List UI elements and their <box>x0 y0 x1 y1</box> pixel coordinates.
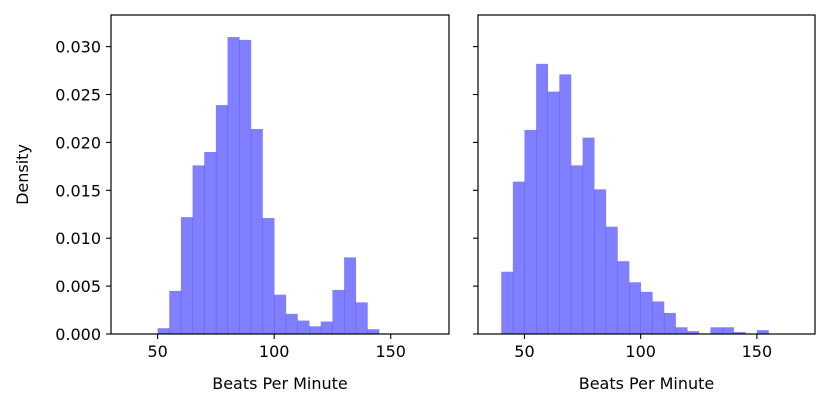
x-tick-label: 100 <box>625 342 656 361</box>
histogram-bar <box>274 294 287 334</box>
y-tick-label: 0.020 <box>55 133 101 152</box>
histogram-bar <box>570 165 583 334</box>
histogram-bar <box>524 129 537 334</box>
histogram-bar <box>180 217 193 334</box>
histogram-bar <box>722 327 734 334</box>
axes-frame <box>477 14 816 335</box>
histogram-bar <box>559 74 572 334</box>
histogram-bar <box>501 271 514 334</box>
histogram-bar <box>250 128 263 334</box>
histogram-bar <box>227 37 240 335</box>
y-tick-label: 0.000 <box>55 325 101 344</box>
y-tick-label: 0.030 <box>55 38 101 57</box>
histogram-bar <box>547 91 560 335</box>
right-histogram-panel: 50 100 150 Beats Per Minute <box>473 14 816 393</box>
histogram-bar <box>675 327 688 334</box>
histogram-bar <box>663 312 676 334</box>
histogram-bar <box>192 165 205 334</box>
histogram-bar <box>262 218 275 334</box>
x-tick-label: 150 <box>742 342 773 361</box>
histogram-bar <box>605 226 618 334</box>
histogram-bar <box>756 330 769 334</box>
histogram-bar <box>733 332 746 334</box>
y-tick-label: 0.010 <box>55 229 101 248</box>
histogram-bar <box>652 301 665 334</box>
x-tick-label: 150 <box>375 342 406 361</box>
histogram-bar <box>320 321 333 334</box>
histogram-bar <box>239 39 252 334</box>
histogram-bar <box>582 137 595 334</box>
x-axis-label: Beats Per Minute <box>212 374 348 393</box>
histogram-bar <box>344 257 357 334</box>
histogram-bar <box>710 327 723 334</box>
x-tick-label: 100 <box>259 342 290 361</box>
histogram-bar <box>512 181 525 334</box>
x-tick-label: 50 <box>514 342 534 361</box>
histogram-bar <box>594 189 607 334</box>
histogram-bar <box>355 302 368 334</box>
y-axis-label: Density <box>13 144 32 205</box>
histogram-bar <box>169 290 182 334</box>
histogram-bar <box>687 331 700 334</box>
y-tick-label: 0.015 <box>55 181 101 200</box>
y-tick-label: 0.025 <box>55 86 101 105</box>
histogram-bar <box>204 151 217 334</box>
histogram-bar <box>332 289 345 334</box>
x-axis-label: Beats Per Minute <box>579 374 715 393</box>
histogram-bar <box>297 320 310 334</box>
histogram-bar <box>617 261 630 334</box>
left-histogram-panel: 50 100 150 0.000 0.005 0.010 0.015 0.020 0.025 0.… <box>13 14 450 393</box>
histogram-bar <box>215 105 228 334</box>
histogram-bar <box>640 291 653 334</box>
histogram-bar <box>629 282 641 334</box>
axes-frame <box>110 14 450 335</box>
y-tick-label: 0.005 <box>55 277 101 296</box>
histogram-bar <box>367 329 380 334</box>
histogram-bar <box>157 328 170 334</box>
x-tick-label: 50 <box>147 342 167 361</box>
histogram-bar <box>309 326 322 334</box>
histogram-bar <box>285 313 298 334</box>
histogram-bar <box>536 63 549 334</box>
